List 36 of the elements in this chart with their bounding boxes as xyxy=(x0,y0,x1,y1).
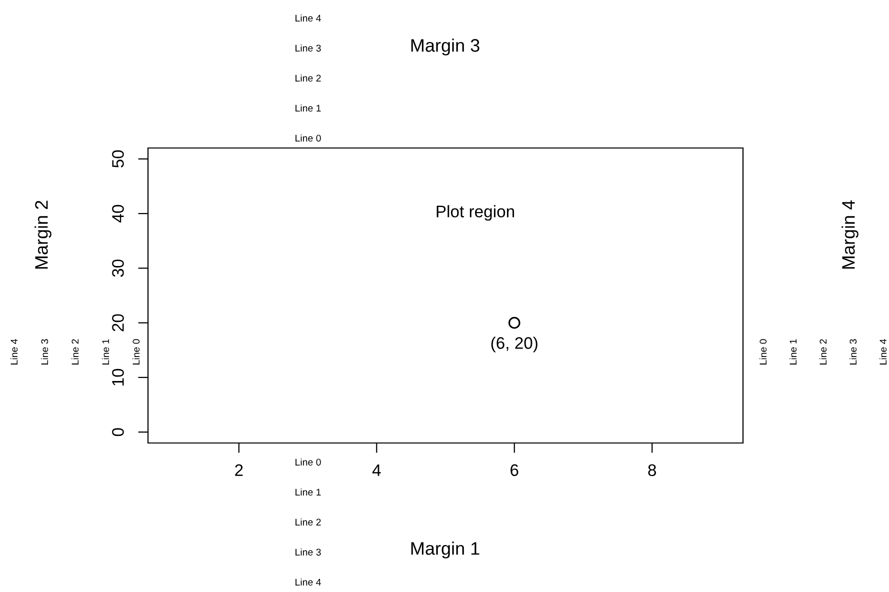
text: Line 0 xyxy=(296,458,321,466)
y-tick-label: 40 xyxy=(112,204,124,222)
y-tick-label: 50 xyxy=(112,150,124,168)
text: Line 4 xyxy=(879,339,887,364)
text: Line 2 xyxy=(71,339,79,364)
text: Line 0 xyxy=(759,339,767,364)
x-tick-label: 6 xyxy=(510,464,518,476)
text: Margin 2 xyxy=(34,200,52,269)
y-tick-label: 10 xyxy=(112,368,124,386)
text: Line 4 xyxy=(296,14,321,22)
text: Line 4 xyxy=(10,339,18,364)
text: Line 3 xyxy=(296,44,321,52)
text: Line 3 xyxy=(849,339,857,364)
text: Line 0 xyxy=(296,134,321,142)
text: Line 0 xyxy=(132,339,140,364)
text: Line 2 xyxy=(296,74,321,82)
text: Line 1 xyxy=(102,339,110,364)
x-tick-label: 2 xyxy=(235,464,243,476)
text: Margin 3 xyxy=(411,38,480,56)
annotation: (6, 20) xyxy=(491,336,538,352)
x-tick-label: 8 xyxy=(648,464,656,476)
text: Margin 1 xyxy=(411,542,480,558)
text: Line 1 xyxy=(789,339,797,364)
text: Line 1 xyxy=(296,488,321,496)
text: Line 1 xyxy=(296,104,321,112)
y-tick-label: 0 xyxy=(112,428,124,436)
text: Line 4 xyxy=(296,578,321,586)
x-tick-label: 4 xyxy=(372,464,381,476)
text: Line 2 xyxy=(819,339,827,364)
text: Line 3 xyxy=(296,548,321,556)
text: Line 3 xyxy=(40,339,48,364)
annotation: Plot region xyxy=(436,205,514,221)
y-tick-label: 20 xyxy=(112,314,124,332)
text: Margin 4 xyxy=(842,200,858,269)
text: Line 2 xyxy=(296,518,321,526)
y-tick-label: 30 xyxy=(112,260,124,277)
